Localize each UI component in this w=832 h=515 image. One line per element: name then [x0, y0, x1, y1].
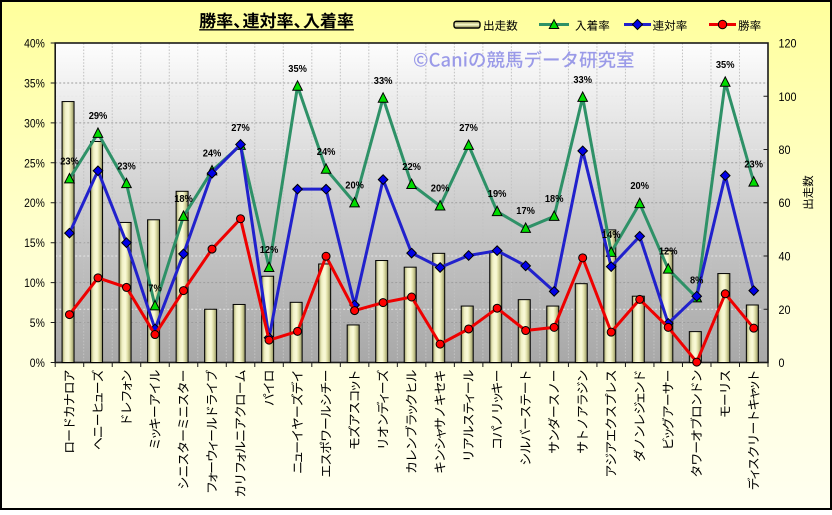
svg-text:23%: 23% — [744, 160, 763, 171]
svg-text:7%: 7% — [148, 284, 161, 295]
svg-text:60: 60 — [779, 198, 791, 210]
svg-text:100: 100 — [779, 92, 797, 104]
svg-text:33%: 33% — [573, 75, 592, 86]
svg-text:80: 80 — [779, 145, 791, 157]
svg-text:15%: 15% — [24, 238, 45, 250]
svg-text:19%: 19% — [488, 189, 507, 200]
svg-text:0%: 0% — [30, 358, 45, 370]
svg-text:0: 0 — [779, 358, 785, 370]
svg-text:35%: 35% — [716, 60, 735, 71]
svg-text:23%: 23% — [60, 157, 79, 168]
svg-text:18%: 18% — [174, 194, 193, 205]
svg-text:10%: 10% — [24, 278, 45, 290]
svg-text:17%: 17% — [516, 206, 535, 217]
svg-text:33%: 33% — [374, 76, 393, 87]
svg-text:20%: 20% — [630, 181, 649, 192]
svg-text:40%: 40% — [24, 39, 45, 51]
svg-text:40: 40 — [779, 252, 791, 264]
svg-text:30%: 30% — [24, 118, 45, 130]
svg-text:120: 120 — [779, 39, 797, 51]
svg-text:14%: 14% — [602, 230, 621, 241]
svg-text:20: 20 — [779, 305, 791, 317]
svg-text:35%: 35% — [288, 64, 307, 75]
svg-text:5%: 5% — [30, 318, 45, 330]
svg-text:25%: 25% — [24, 158, 45, 170]
svg-text:27%: 27% — [231, 123, 250, 134]
svg-text:22%: 22% — [402, 162, 421, 173]
svg-text:24%: 24% — [317, 147, 336, 158]
svg-text:20%: 20% — [345, 180, 364, 191]
svg-text:29%: 29% — [89, 111, 108, 122]
svg-text:12%: 12% — [659, 247, 678, 258]
svg-text:23%: 23% — [117, 161, 136, 172]
svg-text:18%: 18% — [545, 194, 564, 205]
svg-text:20%: 20% — [431, 184, 450, 195]
svg-text:24%: 24% — [203, 149, 222, 160]
svg-text:27%: 27% — [459, 123, 478, 134]
svg-text:20%: 20% — [24, 198, 45, 210]
svg-text:8%: 8% — [690, 276, 703, 287]
svg-text:35%: 35% — [24, 78, 45, 90]
svg-text:12%: 12% — [260, 245, 279, 256]
